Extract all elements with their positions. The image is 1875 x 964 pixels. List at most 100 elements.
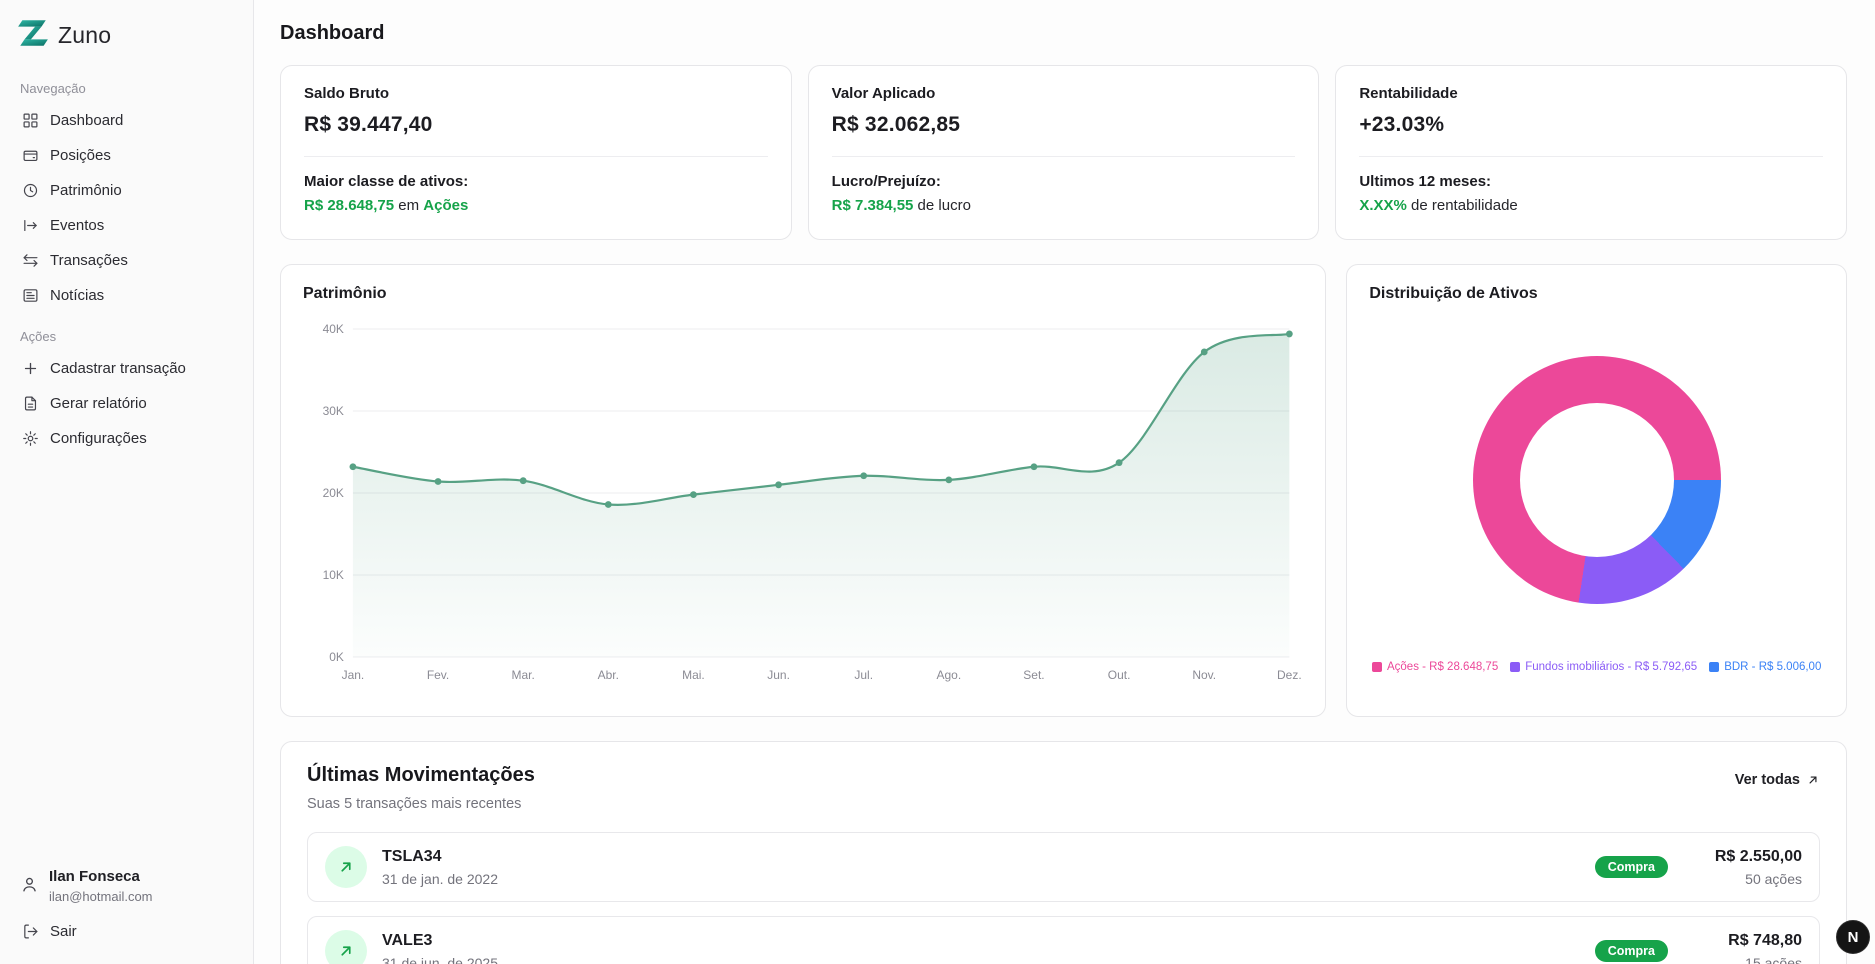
stat-value: R$ 39.447,40 [304,113,433,136]
view-all-link[interactable]: Ver todas [1735,772,1820,788]
stat-sub-text: de rentabilidade [1406,197,1518,214]
divider [1359,156,1823,157]
arrows-left-right-icon [22,252,39,269]
sidebar-item-label: Gerar relatório [50,395,147,412]
logo[interactable]: Zuno [14,14,239,65]
stat-title: Saldo Bruto [304,85,389,102]
devtools-badge-button[interactable]: N [1836,920,1870,954]
stat-sub-label: Maior classe de ativos: [304,173,469,190]
sidebar-item-posicoes[interactable]: Posições [14,138,239,173]
stat-card-saldo-bruto: Saldo Bruto R$ 39.447,40 Maior classe de… [280,65,792,240]
asset-distribution-title: Distribuição de Ativos [1369,285,1538,302]
logout-button[interactable]: Sair [14,915,239,948]
file-text-icon [22,395,39,412]
gear-icon [22,430,39,447]
svg-text:30K: 30K [323,404,344,418]
stat-card-rentabilidade: Rentabilidade +23.03% Ultimos 12 meses: … [1335,65,1847,240]
charts-row: Patrimônio 0K 10K 20K 30K 40K Jan. Fev. Mar. Abr… [280,264,1847,717]
transaction-amount: R$ 2.550,00 [1714,847,1802,865]
sidebar-item-label: Cadastrar transação [50,360,186,377]
arrow-up-right-icon [1806,773,1820,787]
stat-value: +23.03% [1359,113,1445,136]
svg-text:Out.: Out. [1108,668,1131,682]
stat-cards-row: Saldo Bruto R$ 39.447,40 Maior classe de… [280,65,1847,240]
sidebar-item-gerar-relatorio[interactable]: Gerar relatório [14,386,239,421]
sidebar-item-label: Patrimônio [50,182,122,199]
clock-icon [22,182,39,199]
sidebar-item-patrimonio[interactable]: Patrimônio [14,173,239,208]
svg-text:0K: 0K [329,650,344,664]
transaction-row[interactable]: TSLA34 31 de jan. de 2022 Compra R$ 2.55… [307,832,1820,902]
svg-text:Nov.: Nov. [1192,668,1216,682]
svg-text:Mai.: Mai. [682,668,705,682]
stat-highlight-class: Ações [423,197,469,214]
legend-item-acoes: Ações - R$ 28.648,75 [1371,661,1499,673]
page-title: Dashboard [280,22,385,44]
newspaper-icon [22,287,39,304]
sidebar-item-dashboard[interactable]: Dashboard [14,103,239,138]
wallet-icon [22,147,39,164]
transaction-ticker: TSLA34 [382,847,442,865]
main-content[interactable]: Dashboard Saldo Bruto R$ 39.447,40 Maior… [254,0,1875,964]
donut-legend: Ações - R$ 28.648,75 Fundos imobiliários… [1369,661,1824,673]
user-name: Ilan Fonseca [49,868,140,885]
sidebar-footer: Ilan Fonseca ilan@hotmail.com Sair [14,862,239,948]
svg-text:Dez.: Dez. [1277,668,1302,682]
user-profile: Ilan Fonseca ilan@hotmail.com [14,862,239,915]
legend-swatch [1371,662,1382,672]
svg-text:Abr.: Abr. [598,668,619,682]
legend-item-bdr: BDR - R$ 5.006,00 [1709,661,1821,673]
sidebar-item-configuracoes[interactable]: Configurações [14,421,239,456]
transaction-quantity: 15 ações [1745,954,1802,964]
stat-value: R$ 32.062,85 [831,113,961,136]
transaction-date: 31 de jun. de 2025 [382,954,498,964]
svg-text:Jun.: Jun. [767,668,790,682]
svg-text:Mar.: Mar. [512,668,535,682]
arrow-up-right-icon [325,846,367,888]
sidebar-item-label: Posições [50,147,111,164]
stat-sub-line: X.XX% de rentabilidade [1359,197,1823,214]
svg-text:Jan.: Jan. [342,668,365,682]
stat-sub-text: em [394,197,424,214]
sidebar-item-eventos[interactable]: Eventos [14,208,239,243]
transaction-quantity: 50 ações [1745,870,1802,887]
stat-sub-text: de lucro [913,197,971,214]
logout-label: Sair [50,923,77,940]
legend-item-fundos-imobiliarios: Fundos imobiliários - R$ 5.792,65 [1510,661,1697,673]
sidebar-item-transacoes[interactable]: Transações [14,243,239,278]
stat-highlight-value: X.XX% [1359,197,1407,214]
svg-text:Set.: Set. [1023,668,1044,682]
legend-label: BDR - R$ 5.006,00 [1724,661,1822,673]
legend-swatch [1510,662,1521,672]
arrow-right-from-line-icon [22,217,39,234]
legend-label: Ações - R$ 28.648,75 [1386,661,1499,673]
sidebar-item-noticias[interactable]: Notícias [14,278,239,313]
transaction-type-badge: Compra [1594,940,1668,962]
transactions-subtitle: Suas 5 transações mais recentes [307,796,522,812]
transaction-row[interactable]: VALE3 31 de jun. de 2025 Compra R$ 748,8… [307,916,1820,964]
svg-text:Ago.: Ago. [937,668,962,682]
patrimonio-chart-title: Patrimônio [303,285,387,302]
transactions-header: Últimas Movimentações Suas 5 transações … [307,764,1820,812]
donut-chart-area [1369,315,1824,645]
recent-transactions-card: Últimas Movimentações Suas 5 transações … [280,741,1847,964]
transactions-title: Últimas Movimentações [307,764,535,786]
sidebar-item-label: Configurações [50,430,147,447]
svg-text:Jul.: Jul. [854,668,873,682]
sidebar-item-cadastrar-transacao[interactable]: Cadastrar transação [14,351,239,386]
transaction-date: 31 de jan. de 2022 [382,870,498,887]
sidebar-item-label: Notícias [50,287,105,304]
plus-icon [22,360,39,377]
sidebar-item-label: Dashboard [50,112,124,129]
app-name: Zuno [58,22,112,48]
transaction-amount: R$ 748,80 [1728,931,1802,949]
patrimonio-line-chart: 0K 10K 20K 30K 40K Jan. Fev. Mar. Abr. Mai. Jun. Ju… [323,322,1302,682]
stat-title: Valor Aplicado [831,85,936,102]
transaction-ticker: VALE3 [382,931,433,949]
stat-highlight-value: R$ 28.648,75 [304,197,395,214]
transaction-type-badge: Compra [1594,856,1668,878]
legend-swatch [1709,662,1720,672]
svg-text:40K: 40K [323,322,344,336]
svg-text:10K: 10K [323,568,344,582]
